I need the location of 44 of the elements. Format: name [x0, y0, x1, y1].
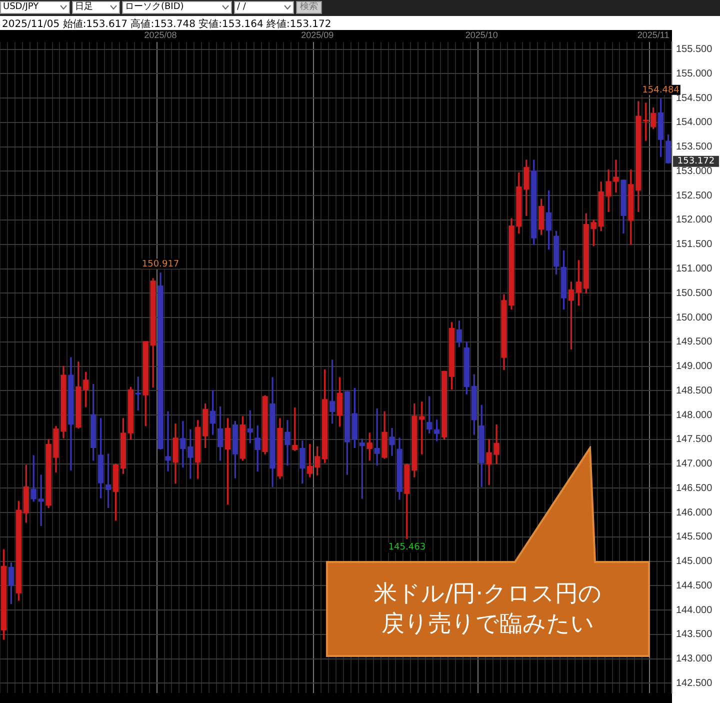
y-tick-label: 149.500	[676, 336, 713, 348]
y-tick-label: 151.500	[676, 239, 713, 250]
candlestick	[165, 411, 171, 472]
text: 日足	[75, 1, 93, 14]
annotation: 米ドル/円·クロス円の戻り売りで臨みたい	[372, 580, 604, 639]
y-tick-label: 153.000	[676, 166, 713, 177]
y-tick-label: 151.000	[676, 264, 713, 275]
y-tick-label: 149.000	[676, 361, 713, 372]
candlestick	[374, 408, 380, 466]
text: 検索	[296, 1, 322, 14]
chart-title: USD/JPY	[3, 1, 39, 14]
y-tick-label: 147.000	[676, 458, 713, 470]
y-tick-label: 144.500	[676, 580, 713, 592]
y-tick-label: 152.500	[676, 190, 713, 202]
x-tick-label: 2025/08	[144, 30, 177, 40]
y-tick-label: 144.000	[676, 604, 713, 616]
candlestick	[292, 407, 298, 451]
y-tick-label: 150.000	[676, 312, 713, 324]
y-tick-label: 145.000	[676, 556, 713, 568]
text: / /	[237, 1, 246, 14]
y-tick-label: 148.500	[676, 385, 713, 396]
y-tick-label: 143.500	[676, 629, 713, 640]
y-tick-label: 150.500	[676, 288, 713, 299]
y-tick-label: 154.000	[676, 117, 713, 128]
y-tick-label: 145.500	[676, 532, 713, 543]
y-tick-label: 142.500	[676, 678, 713, 689]
x-tick-label: 2025/10	[465, 30, 498, 40]
x-tick-label: 2025/11	[637, 30, 670, 40]
y-tick-label: 152.000	[676, 214, 713, 226]
y-tick-label: 146.000	[676, 507, 713, 518]
x-tick-label: 2025/09	[301, 30, 334, 40]
y-tick-label: 155.500	[676, 44, 713, 56]
y-tick-label: 147.500	[676, 434, 713, 446]
y-tick-label: 143.000	[676, 654, 713, 665]
text: ローソク(BID)	[125, 1, 184, 14]
text: 153.172	[677, 156, 715, 167]
annotation: 150.917	[142, 260, 180, 270]
y-tick-label: 146.500	[676, 482, 713, 494]
y-tick-label: 153.500	[676, 142, 713, 153]
y-tick-label: 155.000	[676, 68, 713, 80]
y-tick-label: 148.000	[676, 410, 713, 421]
annotation: 145.463	[388, 542, 426, 553]
annotation: 154.484	[642, 86, 680, 96]
chart-subtitle: 2025/11/05 始値:153.617 高値:153.748 安値:153.164 終値:153.172	[2, 18, 332, 31]
